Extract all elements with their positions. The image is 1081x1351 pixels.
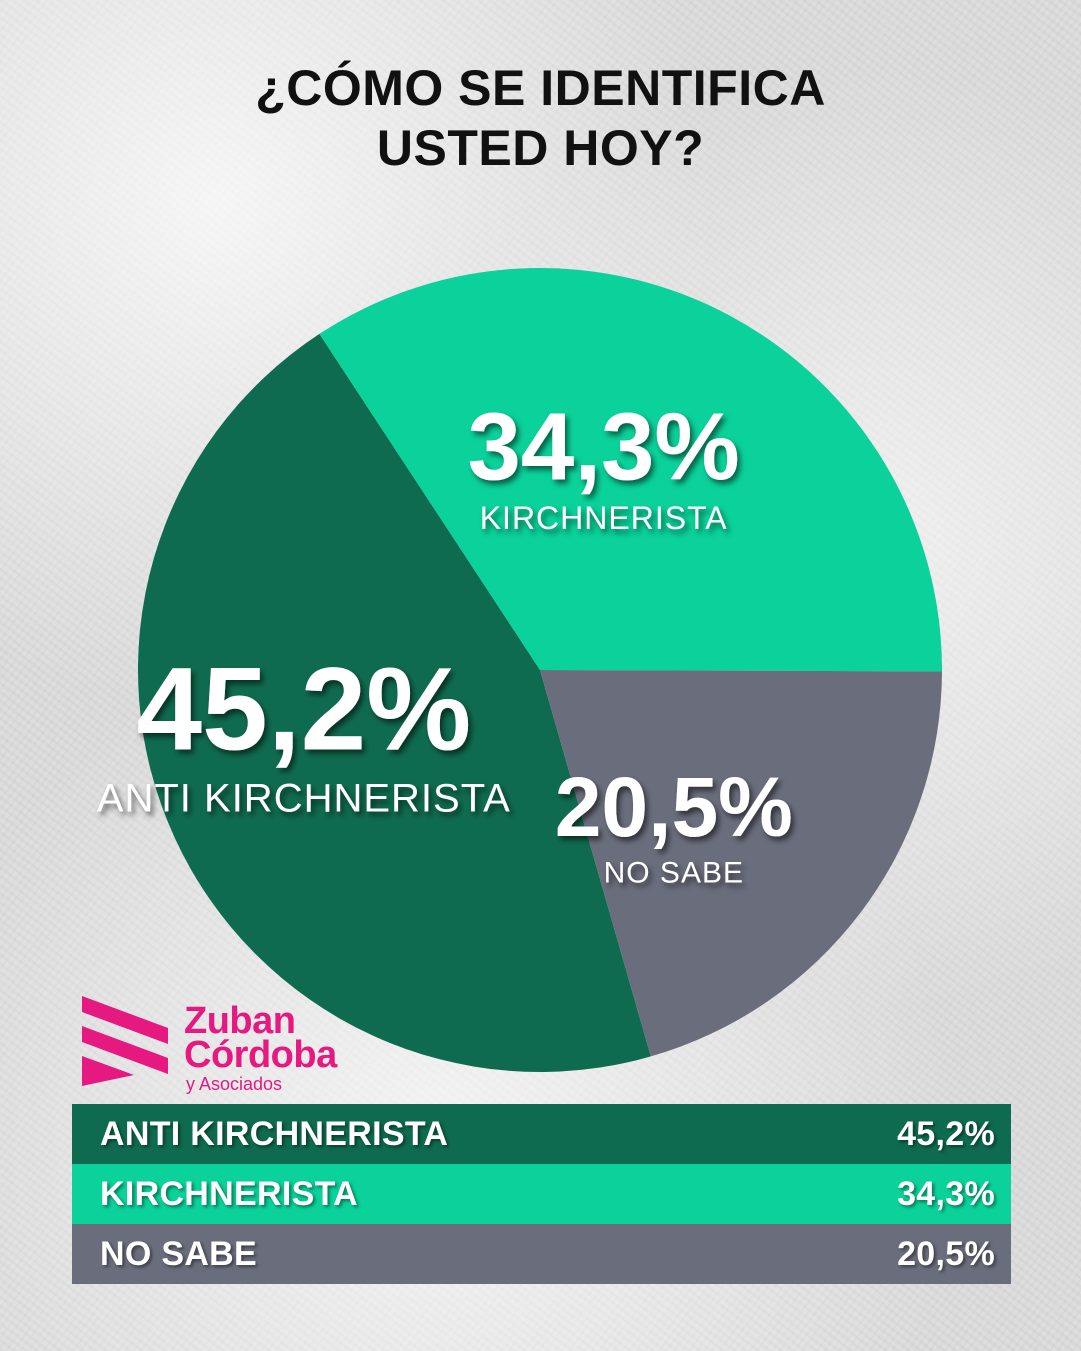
- slice-value-label: 34,3%: [468, 393, 740, 500]
- legend-label: KIRCHNERISTA: [100, 1174, 358, 1213]
- legend-row-no-sabe: NO SABE 20,5%: [72, 1224, 1011, 1284]
- pie-slice-kirchnerista: [319, 268, 942, 672]
- logo-name: Zuban Córdoba: [184, 1000, 337, 1076]
- legend-value: 34,3%: [897, 1174, 995, 1213]
- chart-title: ¿CÓMO SE IDENTIFICA USTED HOY?: [0, 58, 1081, 178]
- pie-slice-anti-kirchnerista: [137, 333, 651, 1073]
- logo-name-line-1: Zuban: [184, 1000, 296, 1042]
- logo-mark-icon: [82, 996, 168, 1086]
- logo-subtitle: y Asociados: [186, 1074, 283, 1094]
- legend-label: ANTI KIRCHNERISTA: [100, 1114, 449, 1153]
- slice-value-label: 20,5%: [555, 760, 793, 854]
- legend-row-anti-kirchnerista: ANTI KIRCHNERISTA 45,2%: [72, 1104, 1011, 1164]
- chart-title-line-1: ¿CÓMO SE IDENTIFICA: [255, 60, 826, 116]
- legend-label: NO SABE: [100, 1234, 258, 1273]
- legend-row-kirchnerista: KIRCHNERISTA 34,3%: [72, 1164, 1011, 1224]
- logo-name-line-2: Córdoba: [184, 1034, 337, 1076]
- slice-value-label: 45,2%: [137, 644, 472, 776]
- chart-title-line-2: USTED HOY?: [376, 120, 705, 176]
- pie-slice-no-sabe: [540, 670, 942, 1057]
- slice-category-label: ANTI KIRCHNERISTA: [97, 777, 511, 821]
- zuban-cordoba-logo: Zuban Córdoba y Asociados: [76, 988, 337, 1098]
- slice-category-label: NO SABE: [604, 856, 744, 889]
- legend-value: 45,2%: [897, 1114, 995, 1153]
- legend-value: 20,5%: [897, 1234, 995, 1273]
- legend-table: ANTI KIRCHNERISTA 45,2% KIRCHNERISTA 34,…: [72, 1104, 1011, 1284]
- slice-category-label: KIRCHNERISTA: [480, 500, 728, 536]
